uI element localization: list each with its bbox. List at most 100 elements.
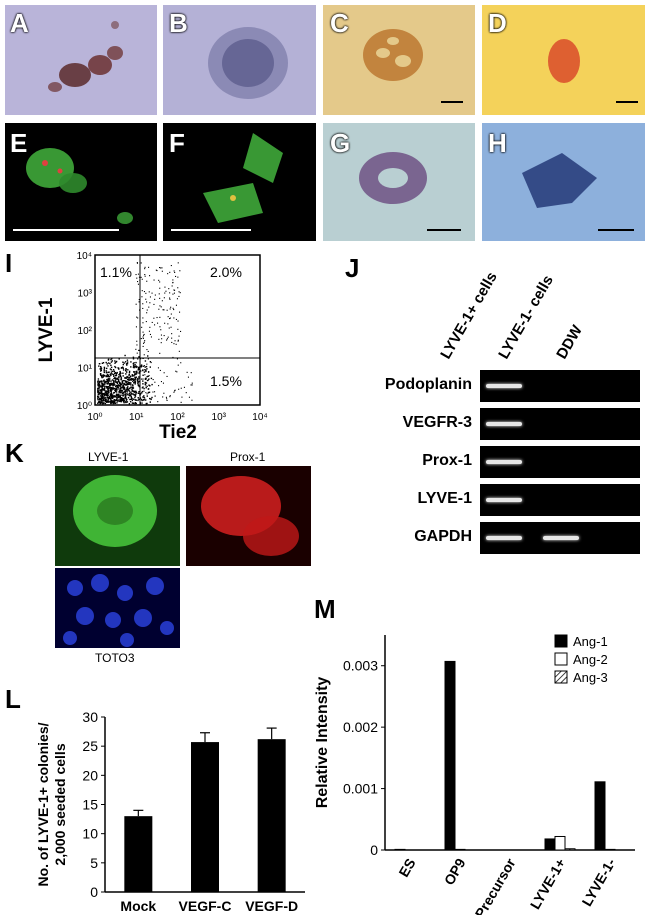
stain-toto3-image [55,568,180,648]
flow-dot [110,371,113,373]
flow-dot [110,374,112,377]
flow-dot [130,395,132,397]
flow-dot [97,394,99,396]
flow-dot [125,397,127,400]
flow-dot [134,372,136,375]
flow-dot [154,391,156,393]
m-bar [394,848,406,851]
flow-dot [131,388,133,390]
flow-dot [122,361,124,363]
flow-dot [126,388,128,390]
flow-dot [122,386,124,389]
flow-dot [129,375,132,378]
flow-dot [99,393,101,395]
flow-dot [112,401,114,403]
flow-dot [174,271,176,273]
flow-dot [137,273,139,275]
flow-dot [145,402,147,405]
flow-dot [140,276,142,278]
flow-dot [123,382,125,384]
flow-dot [166,338,168,340]
flow-dot [170,326,172,328]
flow-dot [102,397,104,399]
flow-dot [148,371,150,373]
flow-dot [150,362,152,364]
flow-dot [113,395,115,397]
flow-dot [124,390,126,393]
flow-dot [127,397,130,399]
micrograph-d [482,5,645,115]
flow-dot [101,386,103,388]
flow-dot [103,371,105,374]
flow-dot [142,380,144,382]
flow-dot [157,322,159,324]
gel-gene-label: LYVE-1 [417,490,472,507]
flow-dot [125,394,127,397]
flow-dot [142,374,144,376]
flow-dot [110,395,113,398]
flow-dot [132,362,134,365]
flow-dot [134,402,136,404]
flow-dot [149,361,152,363]
flow-dot [132,387,134,389]
flow-dot [143,378,145,380]
flow-dot [121,384,123,386]
flow-dot [115,391,118,393]
flow-dot [106,387,108,389]
flow-dot [112,370,114,373]
flow-dot [127,389,129,392]
flow-dot [126,359,129,361]
flow-dot [127,386,129,388]
flow-dot [112,380,115,382]
flow-dot [109,362,111,365]
flow-dot [133,375,135,377]
flow-dot [124,377,126,379]
flow-dot [138,301,140,303]
flow-dot [143,365,145,367]
flow-dot [132,390,135,392]
flow-dot [140,370,142,372]
flow-dot [171,285,173,287]
flow-dot [118,388,120,390]
flow-dot [169,298,171,300]
flow-dot [109,388,112,391]
flow-dot [151,383,153,386]
flow-dot [134,381,136,384]
flow-dot [113,382,115,385]
flow-dot [118,400,120,403]
flow-dot [109,395,112,397]
flow-dot [159,267,161,269]
flow-dot [132,402,135,404]
flow-dot [111,357,113,360]
l-y-axis-label-line: 2,000 seeded cells [52,743,68,865]
flow-dot [128,393,131,395]
flow-dot [159,369,161,371]
flow-dot [122,395,124,397]
flow-dot [108,376,110,378]
flow-dot [113,375,115,377]
flow-dot [100,373,102,375]
flow-dot [113,370,116,372]
flow-dot [116,402,118,404]
flow-dot [169,318,171,320]
flow-dot [103,366,106,369]
flow-dot [163,372,165,374]
flow-dot [124,361,127,363]
flow-dot [102,383,105,385]
flow-dot [105,371,108,374]
flow-dot [137,381,139,383]
flow-dot [173,317,175,319]
flow-dot [146,375,148,378]
flow-dot [132,366,135,368]
flow-dot [137,382,139,384]
flow-dot [97,401,100,404]
flow-dot [146,312,148,314]
flow-dot [180,330,182,332]
flow-dot [169,297,171,299]
flow-dot [101,362,104,364]
flow-dot [120,397,122,399]
flow-dot [142,336,144,338]
flow-dot [124,380,126,382]
flow-dot [153,317,155,319]
flow-x-axis-label: Tie2 [159,422,197,443]
